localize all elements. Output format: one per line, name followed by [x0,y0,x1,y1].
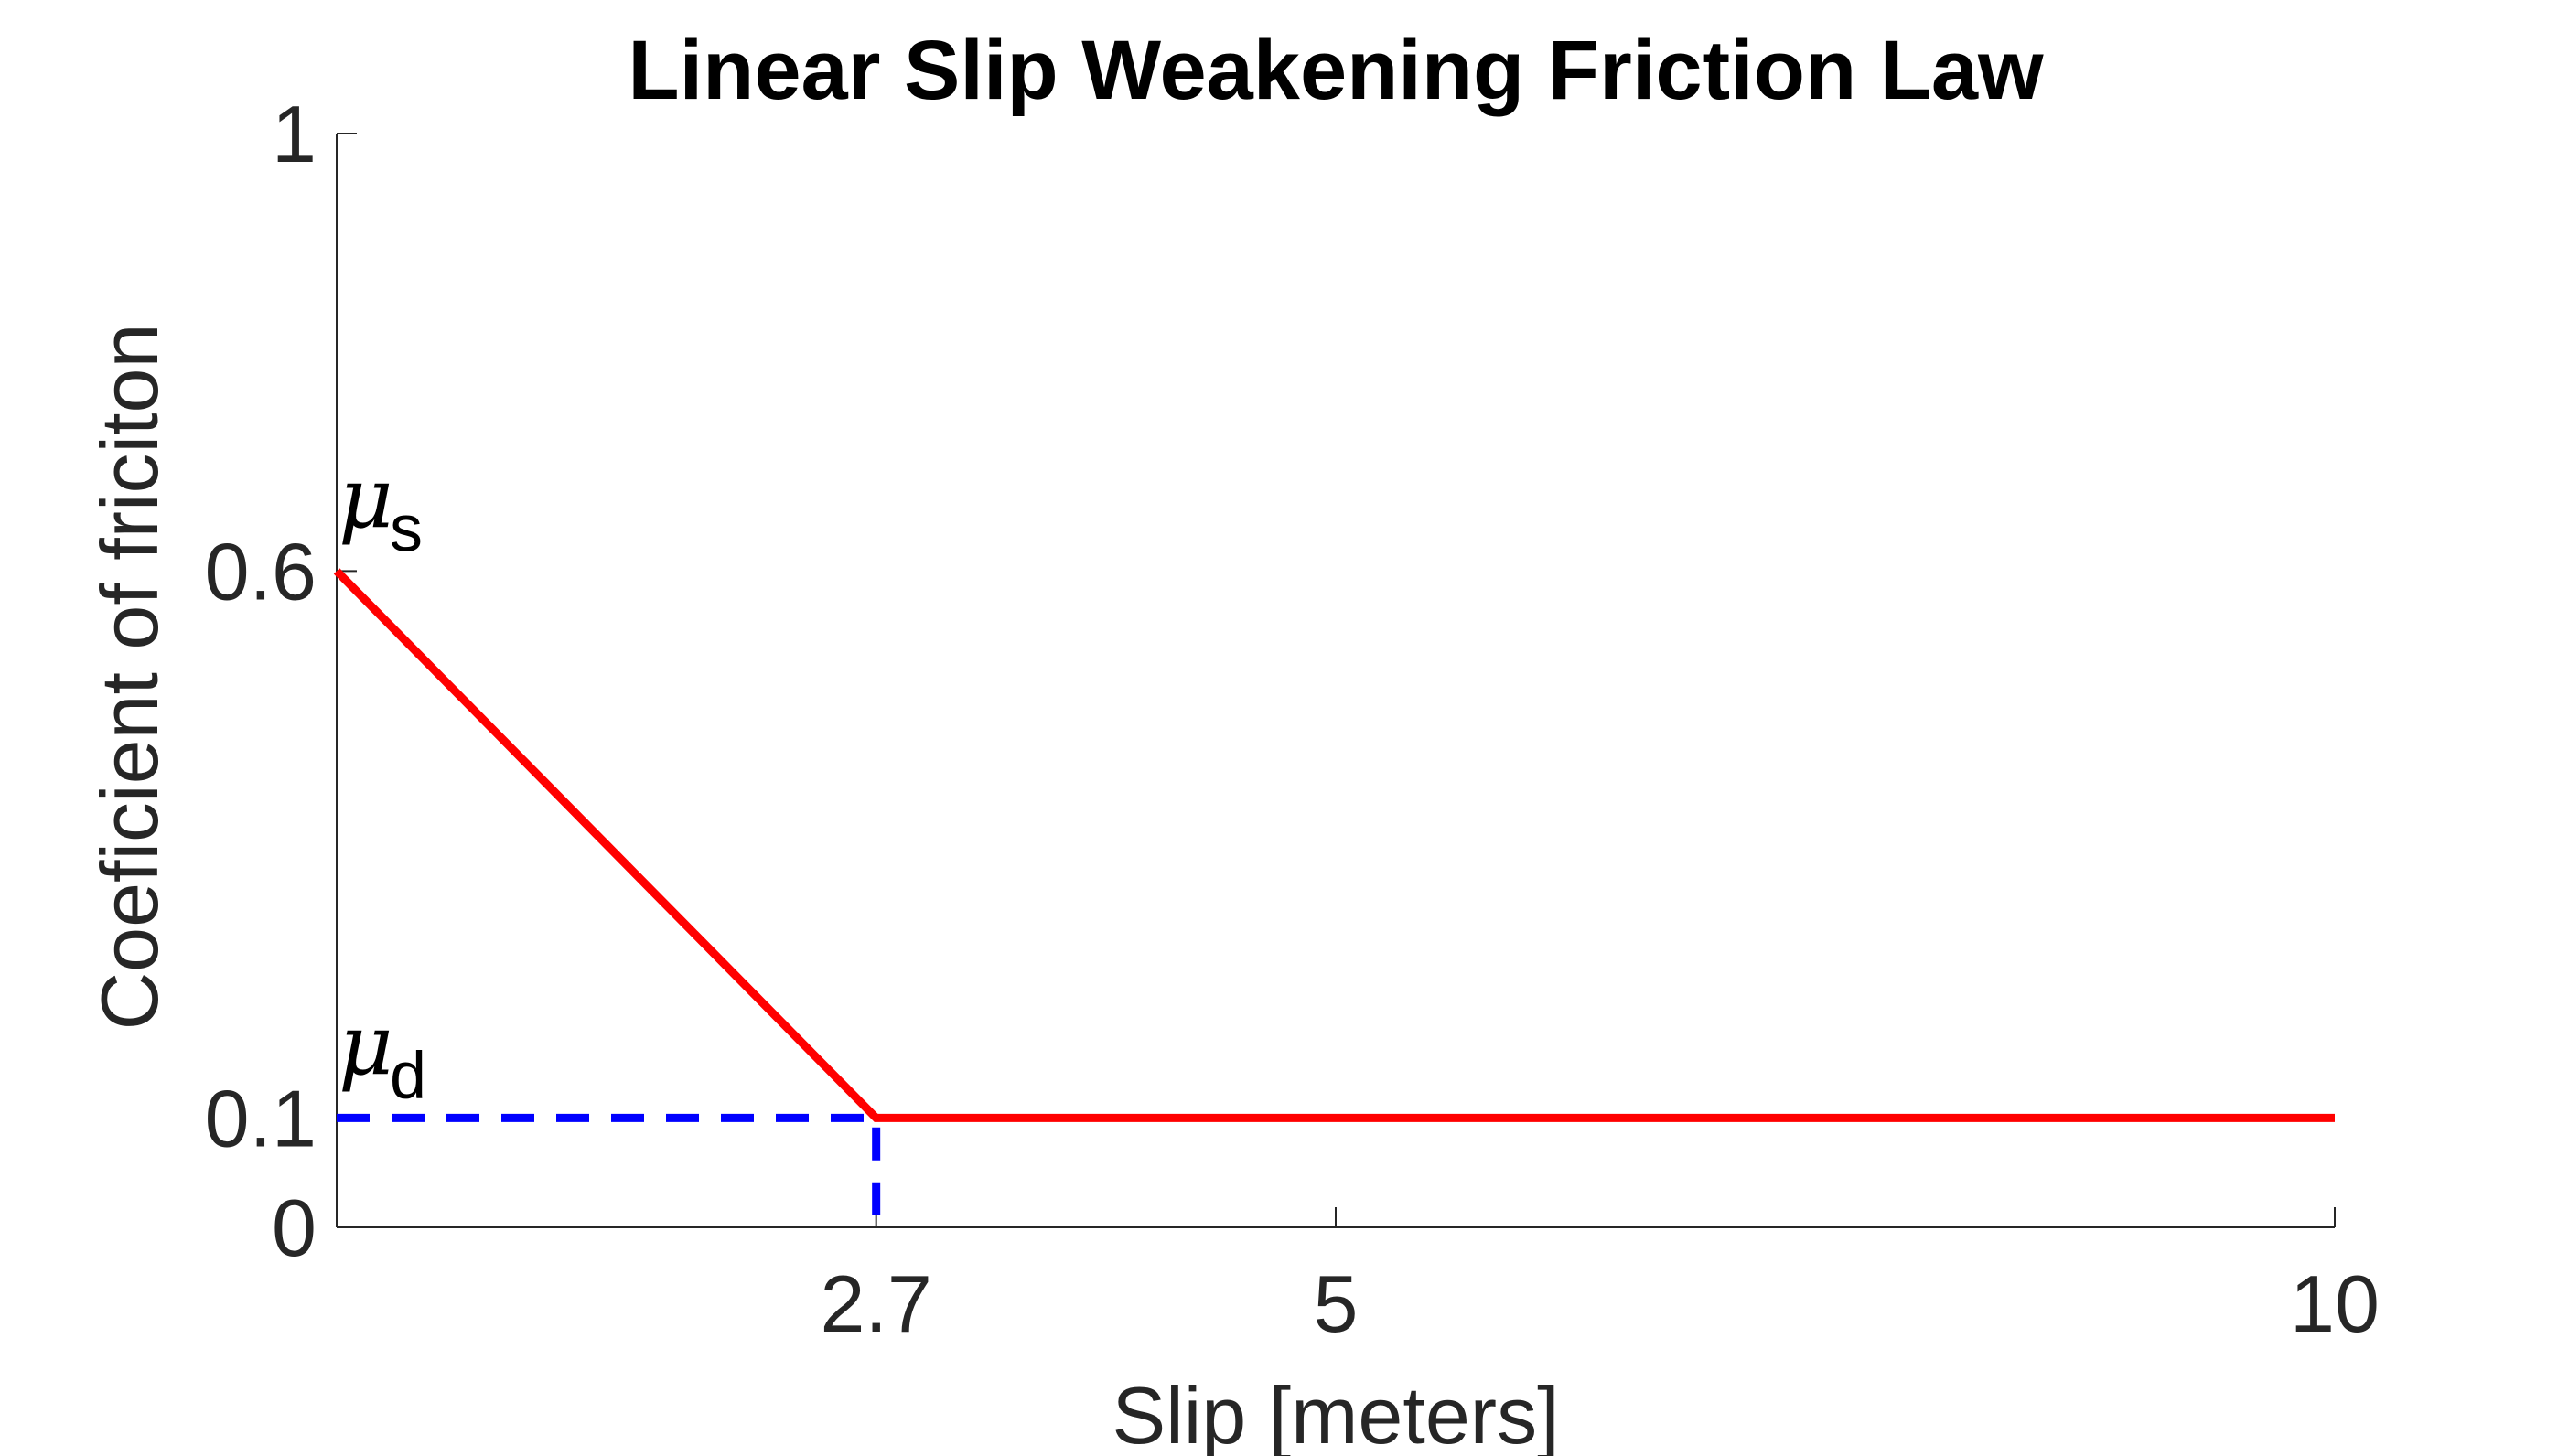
annotation-mu-symbol: μ [339,449,393,547]
axes [336,134,2335,1228]
annotation-subscript: s [390,492,423,565]
y-axis-label: Coeficient of friciton [84,324,175,1031]
y-tick-label: 0.1 [205,1073,317,1163]
y-tick-label: 0.6 [205,526,317,616]
x-tick-label: 5 [1314,1258,1359,1349]
x-axis-label: Slip [meters] [1112,1370,1559,1456]
x-axis-ticks: 2.7 5 10 [821,1207,2380,1349]
y-axis-ticks: 0 0.1 0.6 1 [205,89,357,1273]
y-tick-label: 0 [272,1183,317,1273]
annotation-mu-symbol: μ [339,996,393,1094]
series-line [333,568,2335,1122]
y-tick-label: 1 [272,89,317,179]
series-line-dashed [337,1113,881,1227]
series-layer [333,568,2335,1227]
x-tick-label: 2.7 [821,1258,932,1349]
chart-title: Linear Slip Weakening Friction Law [628,24,2044,117]
annotation-subscript: d [390,1039,426,1112]
x-tick-label: 10 [2290,1258,2380,1349]
